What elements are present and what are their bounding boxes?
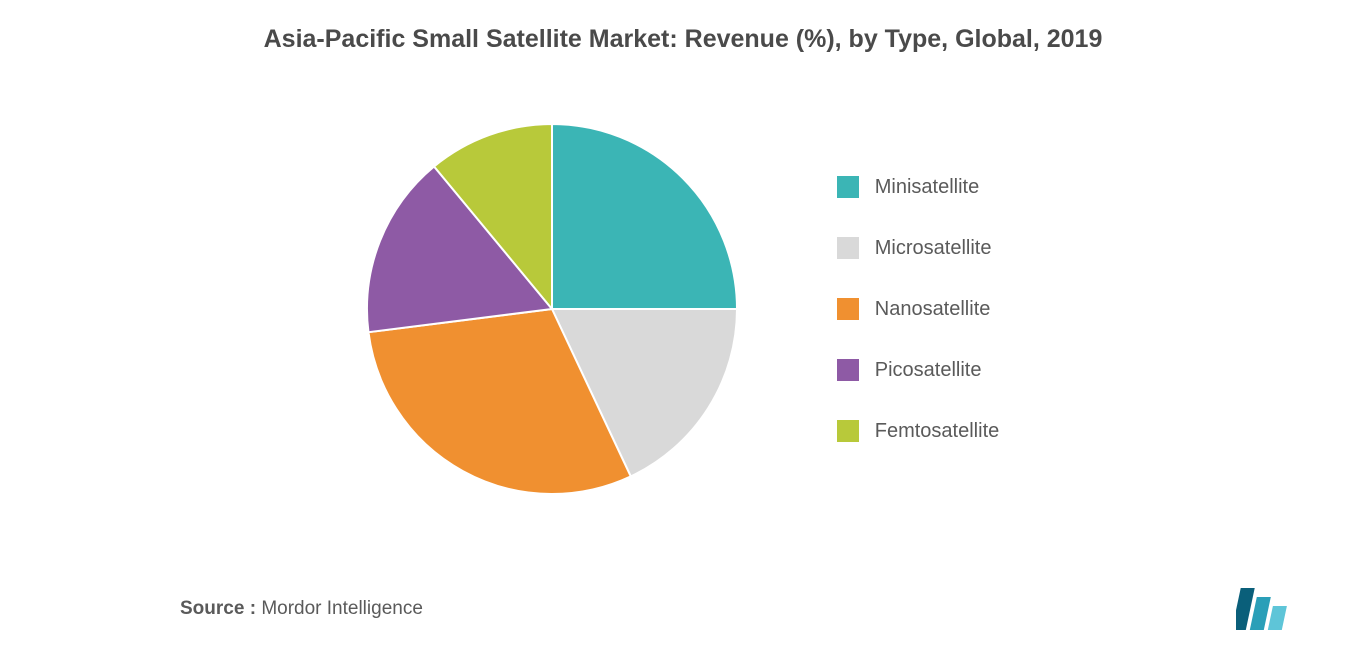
legend-label: Picosatellite xyxy=(875,359,982,382)
logo-bar-icon xyxy=(1250,597,1271,630)
legend-swatch xyxy=(837,420,859,442)
brand-logo xyxy=(1236,582,1306,630)
legend-swatch xyxy=(837,359,859,381)
legend-swatch xyxy=(837,176,859,198)
legend-item-microsatellite: Microsatellite xyxy=(837,237,1000,260)
logo-bar-icon xyxy=(1268,606,1287,630)
legend-item-picosatellite: Picosatellite xyxy=(837,359,1000,382)
legend-label: Microsatellite xyxy=(875,237,992,260)
legend-label: Minisatellite xyxy=(875,176,979,199)
logo-svg xyxy=(1236,582,1306,630)
source-attribution: Source : Mordor Intelligence xyxy=(180,598,423,620)
chart-area: Minisatellite Microsatellite Nanosatellite… xyxy=(60,94,1306,524)
legend-item-nanosatellite: Nanosatellite xyxy=(837,298,1000,321)
pie-svg xyxy=(367,124,737,494)
chart-container: Asia-Pacific Small Satellite Market: Rev… xyxy=(0,0,1366,655)
source-label: Source : xyxy=(180,598,256,619)
pie-slice-minisatellite xyxy=(552,124,737,309)
legend: Minisatellite Microsatellite Nanosatellite… xyxy=(837,176,1000,443)
legend-item-femtosatellite: Femtosatellite xyxy=(837,420,1000,443)
legend-item-minisatellite: Minisatellite xyxy=(837,176,1000,199)
pie-chart xyxy=(367,124,737,494)
source-value: Mordor Intelligence xyxy=(261,598,423,619)
legend-swatch xyxy=(837,298,859,320)
chart-title: Asia-Pacific Small Satellite Market: Rev… xyxy=(60,25,1306,54)
legend-label: Nanosatellite xyxy=(875,298,991,321)
legend-label: Femtosatellite xyxy=(875,420,1000,443)
legend-swatch xyxy=(837,237,859,259)
